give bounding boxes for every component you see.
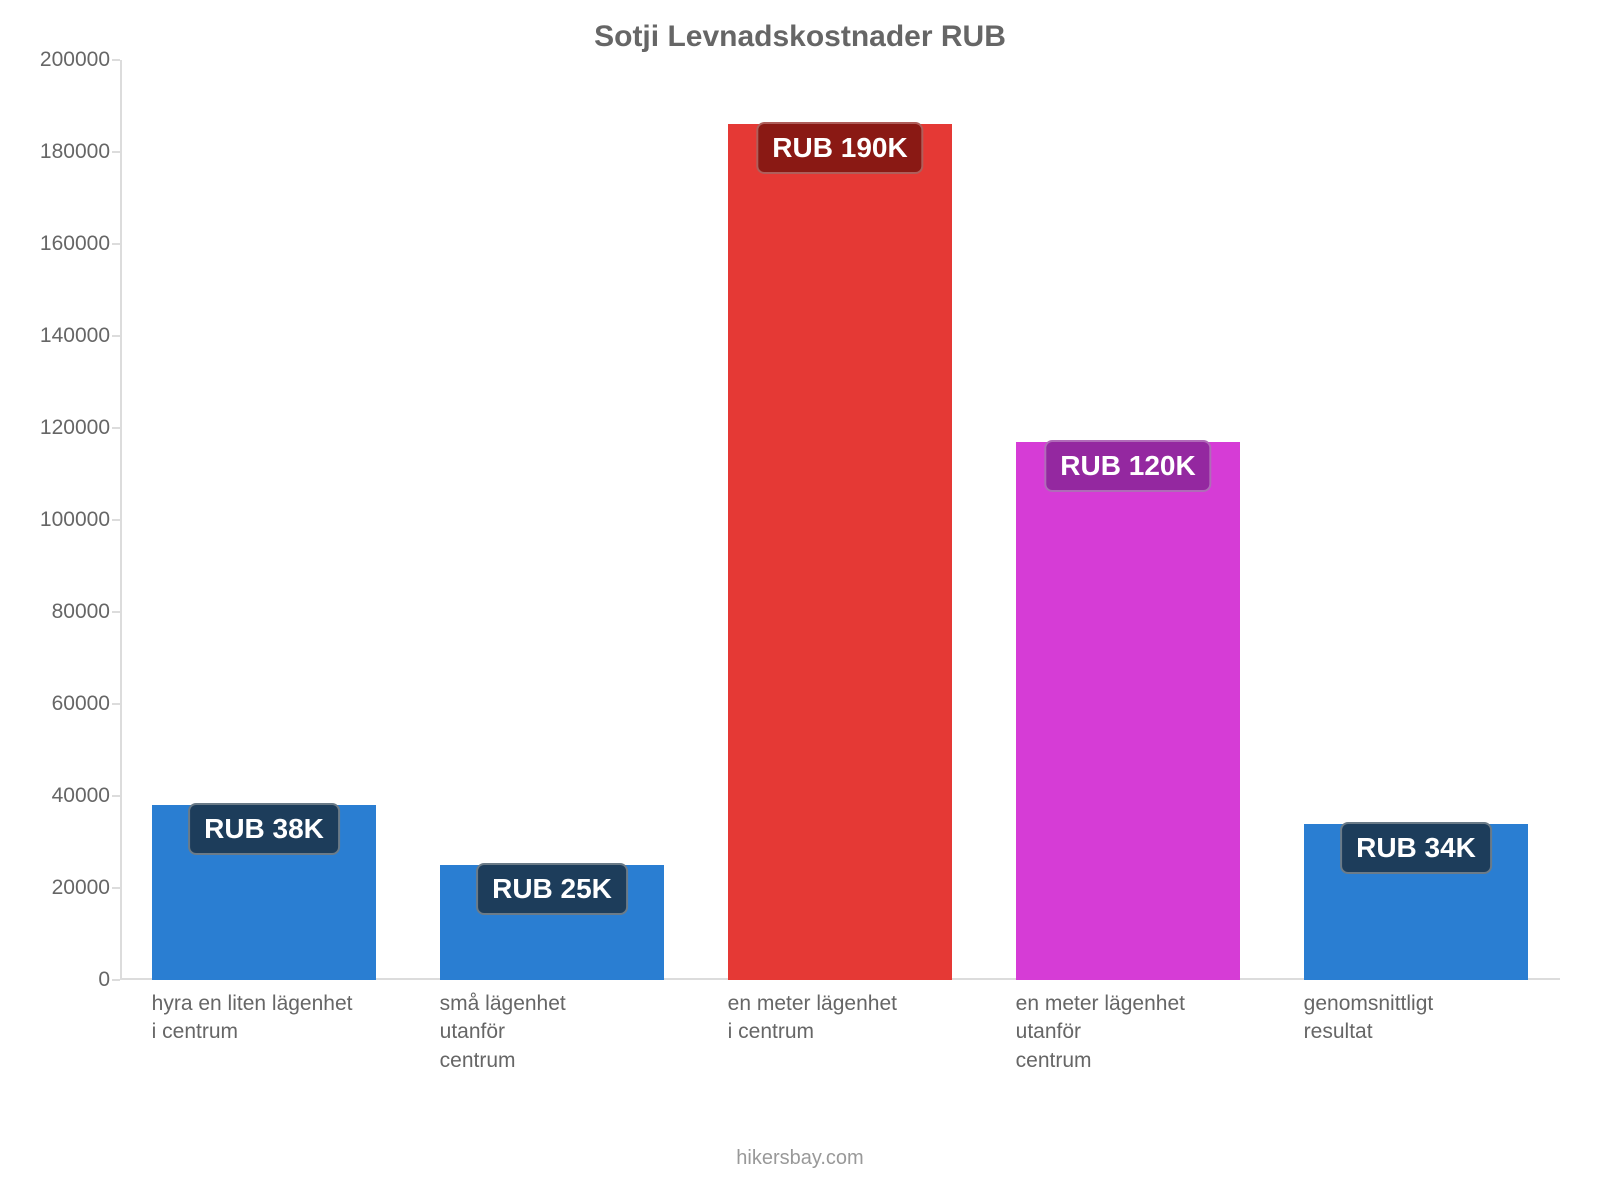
bar-value-label: RUB 190K [756, 122, 923, 174]
y-tick-mark [112, 335, 120, 337]
plot-area: RUB 38KRUB 25KRUB 190KRUB 120KRUB 34K 02… [120, 60, 1560, 980]
bar [728, 124, 953, 980]
y-tick-label: 140000 [10, 324, 110, 348]
y-tick-label: 60000 [10, 692, 110, 716]
y-tick-mark [112, 703, 120, 705]
y-tick-label: 180000 [10, 140, 110, 164]
y-tick-label: 40000 [10, 784, 110, 808]
chart-title: Sotji Levnadskostnader RUB [0, 20, 1600, 54]
x-axis-label: små lägenhet utanför centrum [440, 990, 685, 1075]
y-tick-mark [112, 979, 120, 981]
y-tick-mark [112, 887, 120, 889]
bar-value-label: RUB 34K [1340, 822, 1492, 874]
bar [1016, 442, 1241, 980]
y-tick-mark [112, 611, 120, 613]
bar-value-label: RUB 38K [188, 803, 340, 855]
cost-of-living-chart: Sotji Levnadskostnader RUB RUB 38K RUB 25… [0, 0, 1600, 1200]
y-tick-label: 20000 [10, 876, 110, 900]
y-tick-mark [112, 519, 120, 521]
y-tick-label: 160000 [10, 232, 110, 256]
x-axis-label: genomsnittligt resultat [1304, 990, 1549, 1047]
y-tick-mark [112, 427, 120, 429]
y-tick-mark [112, 795, 120, 797]
y-tick-mark [112, 151, 120, 153]
y-tick-label: 0 [10, 968, 110, 992]
bar-value-label: RUB 120K [1044, 440, 1211, 492]
bars-container: RUB 38K RUB 25K RUB 190K RUB 120K RUB 34K [120, 60, 1560, 980]
y-tick-mark [112, 243, 120, 245]
y-tick-label: 80000 [10, 600, 110, 624]
y-tick-mark [112, 59, 120, 61]
x-axis-label: en meter lägenhet i centrum [728, 990, 973, 1047]
x-axis-label: en meter lägenhet utanför centrum [1016, 990, 1261, 1075]
x-axis-label: hyra en liten lägenhet i centrum [152, 990, 397, 1047]
attribution: hikersbay.com [0, 1147, 1600, 1170]
y-tick-label: 120000 [10, 416, 110, 440]
y-tick-label: 100000 [10, 508, 110, 532]
bar-value-label: RUB 25K [476, 863, 628, 915]
y-tick-label: 200000 [10, 48, 110, 72]
